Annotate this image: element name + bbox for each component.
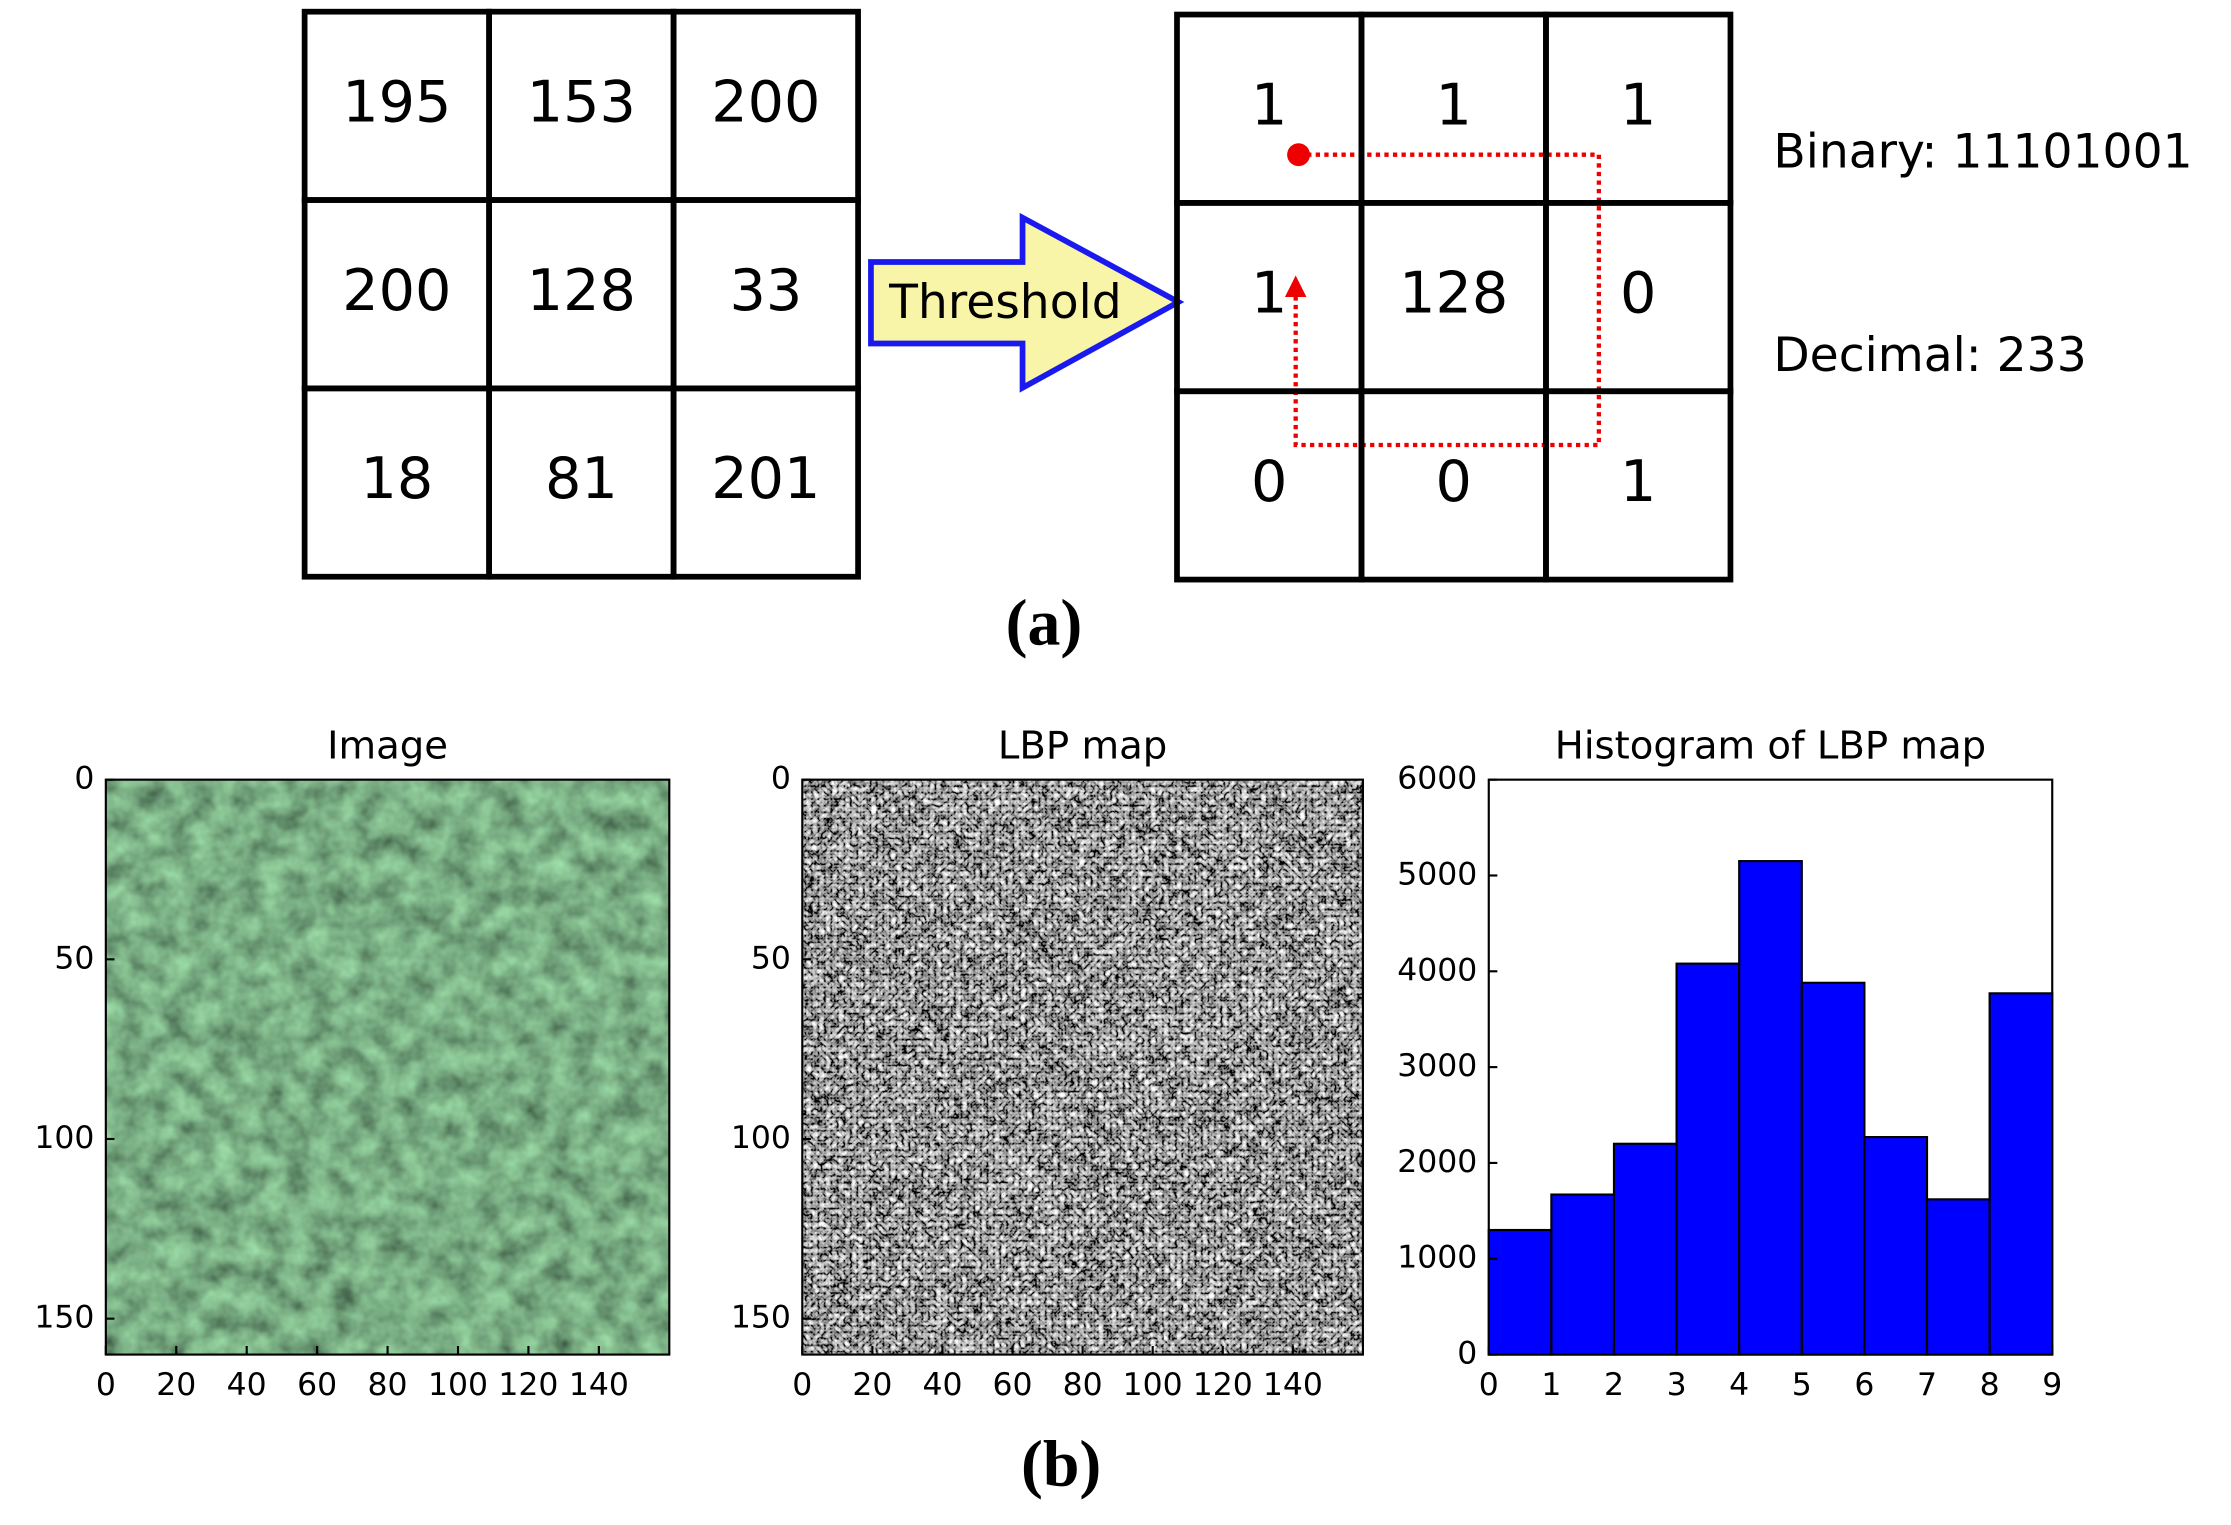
y-tick-label: 1000 bbox=[1397, 1240, 1477, 1276]
x-tick-label: 120 bbox=[1193, 1367, 1253, 1403]
cell-value: 128 bbox=[1399, 261, 1508, 327]
bar bbox=[1863, 1135, 1929, 1356]
chart-title: Histogram of LBP map bbox=[1555, 724, 1986, 769]
y-tick-label: 150 bbox=[34, 1300, 94, 1336]
threshold-arrow bbox=[868, 212, 1185, 393]
cell-value: 0 bbox=[1436, 449, 1472, 515]
caption-a: (a) bbox=[1006, 587, 1083, 660]
x-tick-label: 3 bbox=[1667, 1367, 1687, 1403]
cell-value: 1 bbox=[1436, 72, 1472, 138]
axes-title: LBP map bbox=[998, 724, 1167, 769]
y-tick-label: 100 bbox=[34, 1120, 94, 1156]
cell-value: 1 bbox=[1620, 72, 1656, 138]
x-tick-label: 60 bbox=[993, 1367, 1033, 1403]
scan-start bbox=[1287, 143, 1310, 167]
x-tick-label: 80 bbox=[368, 1367, 408, 1403]
cell-value: 0 bbox=[1251, 449, 1287, 515]
y-tick-label: 150 bbox=[731, 1300, 791, 1336]
y-tick-label: 6000 bbox=[1397, 761, 1477, 797]
y-tick-label: 0 bbox=[771, 761, 791, 797]
axes-title: Image bbox=[327, 724, 448, 769]
y-tick-label: 3000 bbox=[1397, 1048, 1477, 1084]
x-tick-label: 0 bbox=[792, 1367, 812, 1403]
x-tick-label: 1 bbox=[1541, 1367, 1561, 1403]
cell-value: 33 bbox=[729, 258, 802, 324]
cell-value: 1 bbox=[1620, 449, 1656, 515]
grid-cell bbox=[1543, 388, 1734, 583]
x-tick-label: 60 bbox=[297, 1367, 337, 1403]
x-tick-label: 20 bbox=[852, 1367, 892, 1403]
x-tick-label: 100 bbox=[428, 1367, 488, 1403]
y-tick-label: 5000 bbox=[1397, 856, 1477, 892]
binary-text: Binary: 11101001 bbox=[1773, 125, 2192, 180]
arrow-label: Threshold bbox=[888, 275, 1122, 330]
y-tick-label: 50 bbox=[751, 940, 791, 976]
x-tick-label: 7 bbox=[1917, 1367, 1937, 1403]
x-tick-label: 140 bbox=[569, 1367, 629, 1403]
x-tick-label: 0 bbox=[1479, 1367, 1499, 1403]
y-tick-label: 100 bbox=[731, 1120, 791, 1156]
cell-value: 81 bbox=[545, 446, 618, 512]
x-tick-label: 6 bbox=[1854, 1367, 1874, 1403]
bar bbox=[1675, 962, 1741, 1356]
x-tick-label: 8 bbox=[1980, 1367, 2000, 1403]
x-tick-label: 120 bbox=[498, 1367, 558, 1403]
y-tick-label: 2000 bbox=[1397, 1144, 1477, 1180]
bar bbox=[1487, 1228, 1553, 1356]
x-tick-label: 5 bbox=[1792, 1367, 1812, 1403]
cell-value: 153 bbox=[527, 69, 636, 135]
bar bbox=[1925, 1198, 1991, 1356]
x-tick-label: 40 bbox=[227, 1367, 267, 1403]
y-tick-label: 50 bbox=[54, 940, 94, 976]
y-tick-label: 0 bbox=[1457, 1336, 1477, 1372]
bar bbox=[1800, 981, 1866, 1356]
cell-value: 18 bbox=[360, 446, 433, 512]
x-tick-label: 140 bbox=[1263, 1367, 1323, 1403]
x-tick-label: 100 bbox=[1123, 1367, 1183, 1403]
bar bbox=[1550, 1193, 1616, 1356]
x-tick-label: 40 bbox=[922, 1367, 962, 1403]
forest-image bbox=[105, 779, 670, 1355]
y-tick-label: 4000 bbox=[1397, 952, 1477, 988]
x-tick-label: 2 bbox=[1604, 1367, 1624, 1403]
x-tick-label: 9 bbox=[2042, 1367, 2062, 1403]
cell-value: 1 bbox=[1251, 72, 1287, 138]
cell-value: 128 bbox=[527, 258, 636, 324]
bar bbox=[1738, 860, 1803, 1356]
cell-value: 195 bbox=[342, 69, 451, 135]
y-tick-label: 0 bbox=[74, 761, 94, 797]
cell-value: 200 bbox=[342, 258, 451, 324]
cell-value: 1 bbox=[1251, 261, 1287, 327]
x-tick-label: 4 bbox=[1729, 1367, 1749, 1403]
lbp-image bbox=[802, 779, 1363, 1355]
bar bbox=[1988, 992, 2054, 1356]
cell-value: 0 bbox=[1620, 261, 1656, 327]
x-tick-label: 80 bbox=[1063, 1367, 1103, 1403]
grid-cell bbox=[670, 385, 861, 580]
bar bbox=[1612, 1142, 1678, 1356]
x-tick-label: 20 bbox=[156, 1367, 196, 1403]
cell-value: 201 bbox=[711, 446, 820, 512]
decimal-text: Decimal: 233 bbox=[1773, 328, 2086, 383]
cell-value: 200 bbox=[711, 69, 820, 135]
x-tick-label: 0 bbox=[96, 1367, 116, 1403]
caption-b: (b) bbox=[1021, 1428, 1101, 1501]
